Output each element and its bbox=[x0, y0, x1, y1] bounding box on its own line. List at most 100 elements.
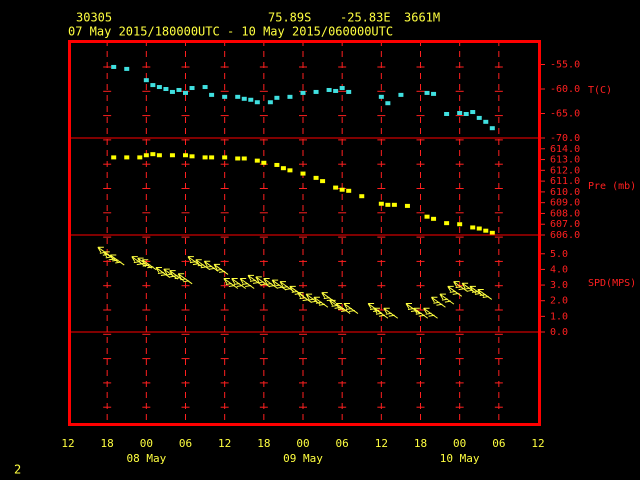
barb-shape bbox=[103, 251, 119, 263]
wind-barb bbox=[279, 281, 295, 293]
data-point bbox=[470, 110, 476, 115]
y-tick-label: 607.0 bbox=[550, 219, 580, 230]
barb-shape bbox=[109, 254, 125, 266]
frame bbox=[68, 40, 541, 426]
data-point bbox=[489, 126, 495, 131]
barb-shape bbox=[271, 279, 287, 291]
barb-shape bbox=[313, 296, 329, 308]
wind-barb bbox=[447, 285, 463, 297]
data-point bbox=[280, 166, 286, 171]
wind-barb bbox=[239, 278, 255, 289]
barb-shape bbox=[223, 278, 239, 289]
data-point bbox=[378, 94, 384, 99]
elevation: 3661M bbox=[404, 11, 440, 25]
x-tick-label: 06 bbox=[492, 437, 505, 450]
data-point bbox=[313, 175, 319, 180]
data-point bbox=[169, 89, 175, 94]
barb-shape bbox=[247, 274, 263, 286]
data-point bbox=[320, 179, 326, 184]
data-point bbox=[274, 95, 280, 100]
x-tick-label: 06 bbox=[336, 437, 349, 450]
wind-barb bbox=[271, 279, 287, 291]
data-point bbox=[463, 111, 469, 116]
data-point bbox=[241, 156, 247, 161]
wind-barb bbox=[141, 259, 157, 271]
data-point bbox=[254, 100, 260, 105]
plot-area: 12 18 00 06 12 18 00 06 12 18 00 06 12 08 May 09 May 10… bbox=[61, 40, 636, 465]
barb-shape bbox=[155, 267, 171, 278]
y-tick-label: 606.0 bbox=[550, 230, 580, 241]
data-point bbox=[483, 228, 489, 233]
barb-shape bbox=[329, 299, 344, 311]
y-tick-label: -65.0 bbox=[550, 109, 580, 120]
data-point bbox=[346, 188, 352, 193]
wind-barb bbox=[103, 251, 119, 263]
wind-barb bbox=[461, 282, 477, 294]
data-point bbox=[124, 155, 130, 160]
station-id: 30305 bbox=[76, 11, 112, 25]
data-point bbox=[209, 92, 215, 97]
x-tick-label: 18 bbox=[101, 437, 114, 450]
data-point bbox=[398, 92, 404, 97]
wind-barb bbox=[195, 259, 211, 271]
wind-barb bbox=[255, 276, 271, 288]
day-label: 08 May bbox=[126, 452, 166, 465]
data-point bbox=[143, 153, 149, 158]
wind-barb bbox=[223, 278, 239, 289]
y-tick-label: 611.0 bbox=[550, 176, 580, 187]
data-point bbox=[359, 194, 365, 199]
y-tick-label: 612.0 bbox=[550, 165, 580, 176]
data-point bbox=[254, 158, 260, 163]
data-point bbox=[300, 90, 306, 95]
data-point bbox=[346, 89, 352, 94]
wind-barb bbox=[343, 303, 359, 314]
barb-shape bbox=[321, 292, 337, 303]
y-tick-label: 3.0 bbox=[550, 280, 568, 291]
y-tick-label: 1.0 bbox=[550, 311, 568, 322]
wind-barb bbox=[263, 278, 278, 289]
x-tick-label: 12 bbox=[218, 437, 231, 450]
data-point bbox=[209, 155, 215, 160]
data-point bbox=[176, 87, 182, 92]
data-point bbox=[183, 153, 188, 158]
y-tick-label: 614.0 bbox=[550, 144, 580, 155]
data-point bbox=[313, 89, 319, 94]
data-point bbox=[333, 185, 339, 190]
wind-barb bbox=[163, 268, 179, 280]
wind-barb bbox=[247, 274, 263, 286]
y-tick-label: 608.0 bbox=[550, 208, 580, 219]
period: 07 May 2015/180000UTC - 10 May 2015/0600… bbox=[68, 25, 393, 39]
wind-barb bbox=[383, 307, 399, 319]
y-tick-label: -60.0 bbox=[550, 84, 580, 95]
data-point bbox=[202, 85, 208, 90]
barb-shape bbox=[163, 268, 179, 280]
data-point bbox=[150, 152, 156, 157]
barb-shape bbox=[131, 256, 147, 268]
data-point bbox=[470, 225, 476, 230]
barb-shape bbox=[169, 270, 184, 282]
y-tick-label: -55.0 bbox=[550, 60, 580, 71]
wind-barb bbox=[203, 260, 219, 272]
wind-barb bbox=[305, 293, 321, 305]
wind-barb bbox=[335, 303, 351, 314]
barb-shape bbox=[343, 303, 359, 314]
data-point bbox=[235, 94, 241, 99]
wind-barb bbox=[321, 292, 337, 303]
wind-barb bbox=[169, 270, 184, 282]
wind-barb bbox=[109, 254, 125, 266]
data-point bbox=[267, 100, 273, 105]
barb-shape bbox=[477, 288, 493, 300]
y-tick-label: 610.0 bbox=[550, 187, 580, 198]
wind-barb bbox=[423, 307, 438, 319]
wind-barb bbox=[131, 256, 147, 268]
data-point bbox=[326, 87, 332, 92]
data-point bbox=[431, 91, 437, 96]
data-point bbox=[248, 97, 254, 102]
barb-shape bbox=[263, 278, 278, 289]
page-number: 2 bbox=[14, 463, 21, 477]
wind-barb bbox=[213, 263, 229, 275]
barb-shape bbox=[383, 307, 399, 319]
data-point bbox=[111, 64, 117, 69]
wind-barb bbox=[373, 307, 389, 319]
barb-shape bbox=[141, 259, 157, 271]
